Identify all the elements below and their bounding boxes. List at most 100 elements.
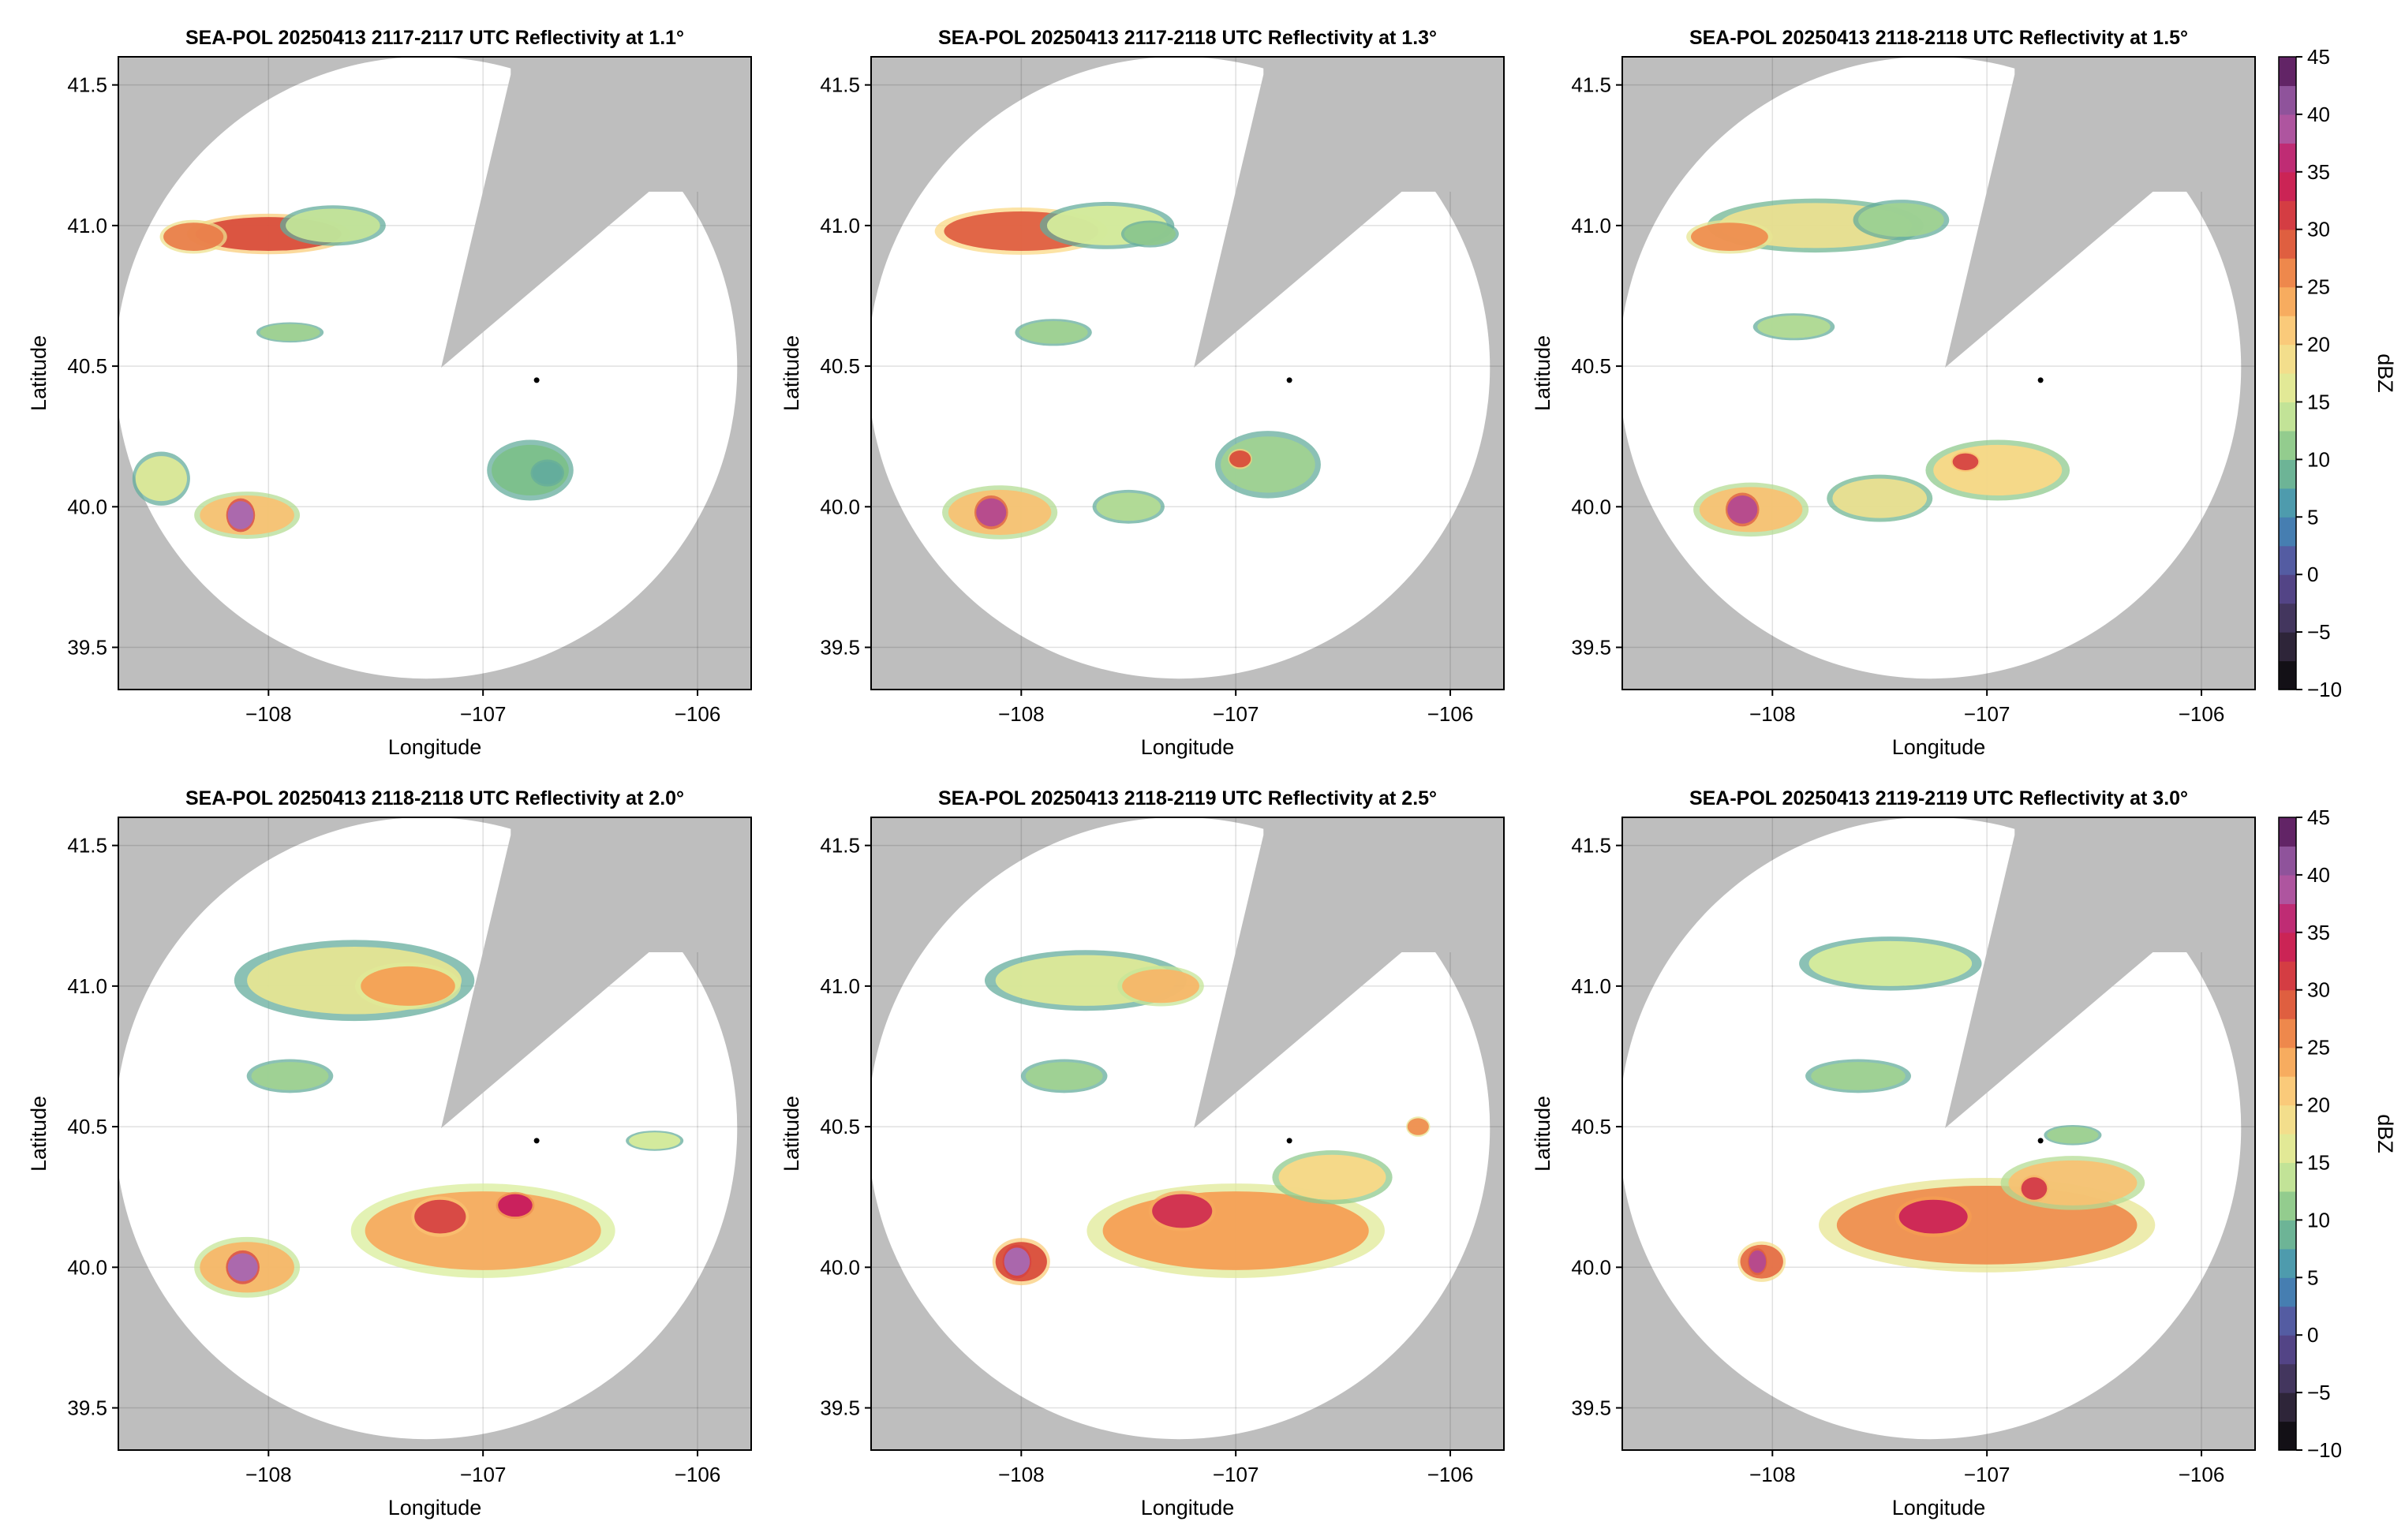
blocked-sector bbox=[1194, 57, 1504, 368]
panel-1: SEA-POL 20250413 2117-2117 UTC Reflectiv… bbox=[27, 27, 752, 759]
y-tick-label: 41.5 bbox=[1571, 73, 1611, 97]
colorbar-segment bbox=[2279, 344, 2296, 374]
colorbar-segment bbox=[2279, 517, 2296, 547]
colorbar-segment bbox=[2279, 1105, 2296, 1134]
y-tick-label: 40.0 bbox=[67, 1255, 107, 1279]
colorbar-segment bbox=[2279, 961, 2296, 991]
panel-3: SEA-POL 20250413 2118-2118 UTC Reflectiv… bbox=[1531, 27, 2256, 759]
colorbar-tick-label: 5 bbox=[2307, 1265, 2318, 1289]
panel-title: SEA-POL 20250413 2119-2119 UTC Reflectiv… bbox=[1689, 787, 2188, 809]
x-axis-label: Longitude bbox=[1141, 735, 1235, 759]
echo-cell bbox=[251, 1062, 329, 1090]
blocked-sector bbox=[1945, 57, 2255, 368]
plot-area bbox=[118, 817, 751, 1450]
colorbar-segment bbox=[2279, 316, 2296, 346]
plot-area bbox=[118, 57, 751, 690]
y-tick-label: 40.0 bbox=[1571, 495, 1611, 518]
colorbar-segment bbox=[2279, 603, 2296, 633]
colorbar-tick-label: 25 bbox=[2307, 1036, 2330, 1060]
colorbar-segment bbox=[2279, 1421, 2296, 1451]
echo-cell bbox=[629, 1132, 681, 1149]
colorbar-segment bbox=[2279, 545, 2296, 575]
colorbar-tick-label: 30 bbox=[2307, 978, 2330, 1002]
echo-cell bbox=[1832, 478, 1928, 518]
x-tick-label: −106 bbox=[675, 1463, 721, 1486]
y-tick-label: 41.0 bbox=[67, 974, 107, 998]
radar-site-marker bbox=[2037, 377, 2044, 383]
colorbar-tick-label: 45 bbox=[2307, 45, 2330, 69]
y-tick-label: 41.5 bbox=[67, 73, 107, 97]
x-tick-label: −106 bbox=[2179, 702, 2225, 726]
echo-cell bbox=[1952, 453, 1979, 470]
echo-cell bbox=[414, 1199, 466, 1234]
y-tick-label: 40.5 bbox=[820, 1115, 860, 1138]
x-tick-label: −107 bbox=[1213, 1463, 1259, 1486]
radar-site-marker bbox=[2037, 1138, 2044, 1144]
colorbar-segment bbox=[2279, 57, 2296, 87]
y-tick-label: 40.0 bbox=[1571, 1255, 1611, 1279]
x-tick-label: −106 bbox=[675, 702, 721, 726]
echo-cell bbox=[1122, 969, 1199, 1004]
x-axis-label: Longitude bbox=[1892, 1496, 1986, 1519]
y-tick-label: 41.0 bbox=[1571, 974, 1611, 998]
y-tick-label: 39.5 bbox=[67, 636, 107, 660]
x-tick-label: −108 bbox=[998, 1463, 1045, 1486]
x-tick-label: −108 bbox=[1749, 702, 1796, 726]
y-axis-label: Latitude bbox=[27, 1096, 50, 1172]
panel-6: SEA-POL 20250413 2119-2119 UTC Reflectiv… bbox=[1531, 787, 2256, 1519]
y-tick-label: 40.5 bbox=[820, 354, 860, 378]
echo-cell bbox=[227, 501, 254, 529]
colorbar-segment bbox=[2279, 488, 2296, 518]
x-tick-label: −108 bbox=[245, 702, 292, 726]
panel-5: SEA-POL 20250413 2118-2119 UTC Reflectiv… bbox=[780, 787, 1505, 1519]
x-tick-label: −107 bbox=[1964, 702, 2010, 726]
colorbar-tick-label: 0 bbox=[2307, 1323, 2318, 1347]
colorbar-segment bbox=[2279, 874, 2296, 904]
colorbar-segment bbox=[2279, 632, 2296, 662]
x-tick-label: −106 bbox=[1427, 702, 1474, 726]
y-tick-label: 41.5 bbox=[67, 834, 107, 858]
colorbar-tick-label: −10 bbox=[2307, 678, 2342, 701]
colorbar-frame bbox=[2278, 817, 2297, 1451]
y-tick-label: 39.5 bbox=[67, 1396, 107, 1420]
colorbar-segment bbox=[2279, 1134, 2296, 1164]
echo-cell bbox=[1019, 321, 1088, 344]
y-tick-label: 39.5 bbox=[1571, 1396, 1611, 1420]
colorbar-segment bbox=[2279, 402, 2296, 432]
colorbar-segment bbox=[2279, 143, 2296, 173]
x-axis-label: Longitude bbox=[388, 735, 482, 759]
echo-cell bbox=[1898, 1199, 1968, 1234]
echo-cell bbox=[976, 498, 1007, 527]
y-tick-label: 40.5 bbox=[67, 354, 107, 378]
colorbar-segment bbox=[2279, 846, 2296, 876]
colorbar-segment bbox=[2279, 1392, 2296, 1422]
colorbar-segment bbox=[2279, 1335, 2296, 1365]
colorbar-segment bbox=[2279, 85, 2296, 115]
y-axis-label: Latitude bbox=[1531, 335, 1554, 411]
colorbar-segment bbox=[2279, 1076, 2296, 1106]
y-axis-label: Latitude bbox=[1531, 1096, 1554, 1172]
colorbar-segment bbox=[2279, 660, 2296, 690]
colorbar-segment bbox=[2279, 1019, 2296, 1048]
x-tick-label: −108 bbox=[1749, 1463, 1796, 1486]
colorbar-tick-label: −10 bbox=[2307, 1438, 2342, 1462]
colorbar-segment bbox=[2279, 1306, 2296, 1336]
panel-title: SEA-POL 20250413 2117-2118 UTC Reflectiv… bbox=[938, 27, 1437, 49]
y-tick-label: 41.5 bbox=[820, 73, 860, 97]
colorbar-segment bbox=[2279, 1363, 2296, 1393]
echo-cell bbox=[1690, 222, 1768, 251]
echo-cell bbox=[1757, 315, 1831, 338]
echo-cell bbox=[163, 222, 224, 251]
echo-cell bbox=[227, 1253, 258, 1282]
y-tick-label: 41.0 bbox=[820, 974, 860, 998]
axes-frame bbox=[870, 817, 1505, 1451]
radar-site-marker bbox=[533, 377, 540, 383]
blocked-sector bbox=[1194, 817, 1504, 1129]
colorbar-label: dBZ bbox=[2373, 353, 2397, 393]
axes-frame bbox=[1621, 56, 2256, 690]
echo-cell bbox=[1749, 1250, 1767, 1273]
echo-cell bbox=[2047, 1127, 2099, 1144]
x-tick-label: −106 bbox=[2179, 1463, 2225, 1486]
panel-title: SEA-POL 20250413 2118-2119 UTC Reflectiv… bbox=[938, 787, 1437, 809]
